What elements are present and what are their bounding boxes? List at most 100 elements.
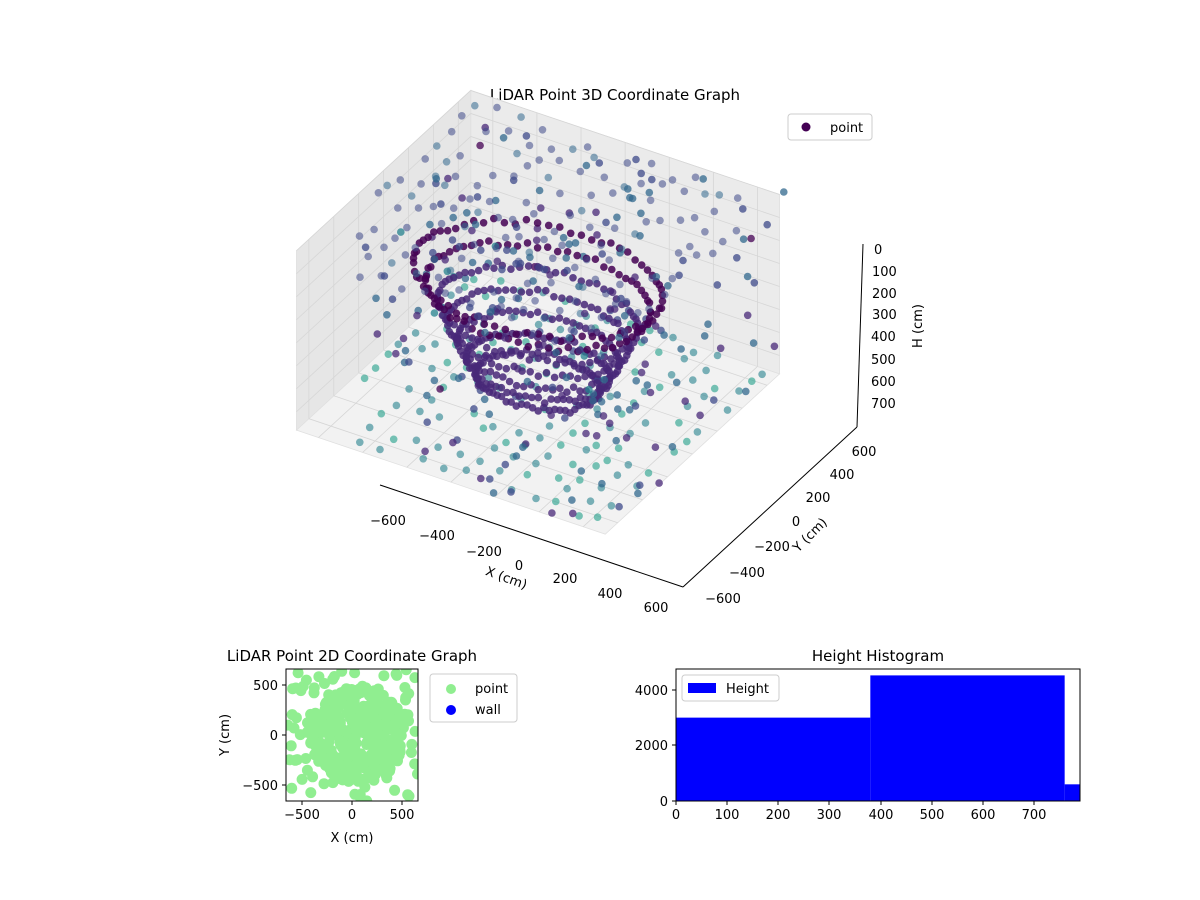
chart-3d-point xyxy=(496,467,504,475)
chart-3d-point xyxy=(608,343,617,352)
chart-3d-point xyxy=(709,249,717,258)
chart-3d-point xyxy=(569,509,577,518)
chart-3d-point xyxy=(602,218,610,227)
chart-3d-point xyxy=(457,254,466,263)
chart-3d-point xyxy=(577,231,586,239)
chart-3d-point xyxy=(553,247,562,256)
chart-3d-z-ticks: 0 100 200 300 400 500 600 700 xyxy=(871,243,897,412)
chart-3d-point xyxy=(578,360,586,369)
chart-3d-point xyxy=(552,497,560,506)
chart-3d-gridline xyxy=(470,159,780,264)
chart-3d-point xyxy=(580,309,589,318)
chart-3d-point xyxy=(512,330,520,339)
chart-3d-point xyxy=(480,395,489,404)
chart-3d-point xyxy=(591,275,600,284)
chart-3d-point xyxy=(580,300,589,309)
chart-3d-point xyxy=(561,414,569,422)
chart-3d-point xyxy=(533,285,542,294)
chart-3d-point xyxy=(444,301,453,310)
chart-3d-point xyxy=(489,489,498,497)
chart-3d-point xyxy=(645,299,654,307)
chart-3d-point xyxy=(710,207,719,216)
chart-3d-point xyxy=(747,234,755,243)
chart-3d-point xyxy=(517,288,526,296)
chart-3d-title: LiDAR Point 3D Coordinate Graph xyxy=(490,86,740,104)
chart-3d-point xyxy=(429,202,438,211)
chart-3d-point xyxy=(437,296,445,305)
chart-3d-point xyxy=(547,145,556,153)
chart-2d-point xyxy=(346,737,358,749)
chart-3d-point xyxy=(370,225,378,234)
chart-2d-point xyxy=(402,789,414,801)
chart-2d-point xyxy=(305,787,317,799)
chart-3d-point xyxy=(514,257,523,266)
chart-histogram-x-tick-label: 0 xyxy=(672,808,680,823)
chart-3d-point xyxy=(691,173,700,182)
chart-3d-point xyxy=(602,289,610,298)
chart-3d-point xyxy=(535,263,543,272)
chart-3d-point xyxy=(464,325,473,334)
chart-3d-point xyxy=(535,186,544,195)
chart-3d-point xyxy=(530,210,538,218)
chart-3d-point xyxy=(455,326,464,335)
chart-3d-point xyxy=(613,352,621,361)
chart-3d-point xyxy=(505,377,514,386)
chart-3d-point xyxy=(614,444,623,453)
chart-3d-point xyxy=(593,513,602,521)
chart-3d-point xyxy=(648,175,656,184)
chart-3d-point xyxy=(389,435,398,444)
chart-3d-point xyxy=(481,292,490,301)
chart-3d-point xyxy=(443,358,452,367)
chart-2d-x-axis-label: X (cm) xyxy=(331,831,374,846)
chart-3d-point xyxy=(655,383,664,392)
chart-histogram-x-tick-label: 200 xyxy=(766,808,791,823)
chart-3d-point xyxy=(592,341,600,350)
chart-3d-point xyxy=(533,308,542,317)
chart-3d-point xyxy=(610,224,619,232)
chart-3d-point xyxy=(383,311,391,319)
chart-3d-point xyxy=(470,405,478,413)
chart-2d-y-tick-label: −500 xyxy=(242,779,278,794)
chart-3d-point xyxy=(507,265,515,274)
chart-2d-point xyxy=(307,771,319,783)
chart-3d-point xyxy=(446,266,455,275)
chart-2d-point xyxy=(380,770,392,782)
chart-2d-point xyxy=(342,701,354,713)
chart-2d-point xyxy=(378,729,390,741)
chart-3d-point xyxy=(585,279,594,287)
chart-3d-point xyxy=(594,370,602,379)
chart-3d-point xyxy=(550,373,559,382)
chart-3d-point xyxy=(735,387,743,395)
chart-2d-point xyxy=(309,707,321,719)
chart-3d-point xyxy=(713,281,722,289)
chart-3d-point xyxy=(674,249,683,257)
chart-3d-point xyxy=(523,470,532,479)
chart-3d-point xyxy=(586,358,594,367)
chart-3d-point xyxy=(571,397,579,406)
chart-3d-point xyxy=(519,305,528,314)
chart-3d-point xyxy=(430,309,439,317)
chart-3d-point xyxy=(640,387,649,396)
chart-3d-point xyxy=(622,297,631,306)
chart-3d-point xyxy=(388,295,397,304)
chart-3d-point xyxy=(507,398,515,406)
chart-3d-point xyxy=(770,342,779,351)
chart-3d-point xyxy=(598,334,607,343)
chart-3d-point xyxy=(485,197,494,206)
chart-3d-point xyxy=(556,337,565,346)
chart-3d-point xyxy=(568,496,576,504)
chart-3d-point xyxy=(680,187,689,196)
chart-3d-point xyxy=(502,364,511,373)
chart-3d-point xyxy=(365,423,374,432)
chart-3d-point xyxy=(597,313,606,322)
chart-3d-point xyxy=(542,286,550,295)
chart-3d-point xyxy=(636,481,644,490)
chart-3d-point xyxy=(536,434,544,442)
chart-3d-point xyxy=(512,307,520,316)
chart-3d-point xyxy=(631,230,639,238)
chart-3d-point xyxy=(710,396,718,404)
chart-3d-point xyxy=(597,241,605,249)
chart-3d-point xyxy=(646,196,655,205)
chart-3d-point xyxy=(645,188,654,197)
chart-3d-gridline xyxy=(296,90,472,252)
